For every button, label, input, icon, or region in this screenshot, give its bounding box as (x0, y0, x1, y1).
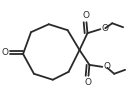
Text: O: O (83, 11, 90, 20)
Text: O: O (101, 24, 108, 33)
Text: O: O (1, 48, 8, 58)
Text: O: O (103, 62, 110, 71)
Text: O: O (85, 78, 92, 87)
